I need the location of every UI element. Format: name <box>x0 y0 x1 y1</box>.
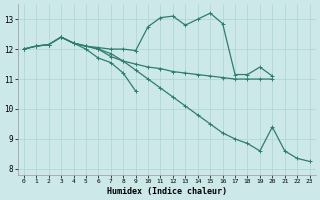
X-axis label: Humidex (Indice chaleur): Humidex (Indice chaleur) <box>107 187 227 196</box>
